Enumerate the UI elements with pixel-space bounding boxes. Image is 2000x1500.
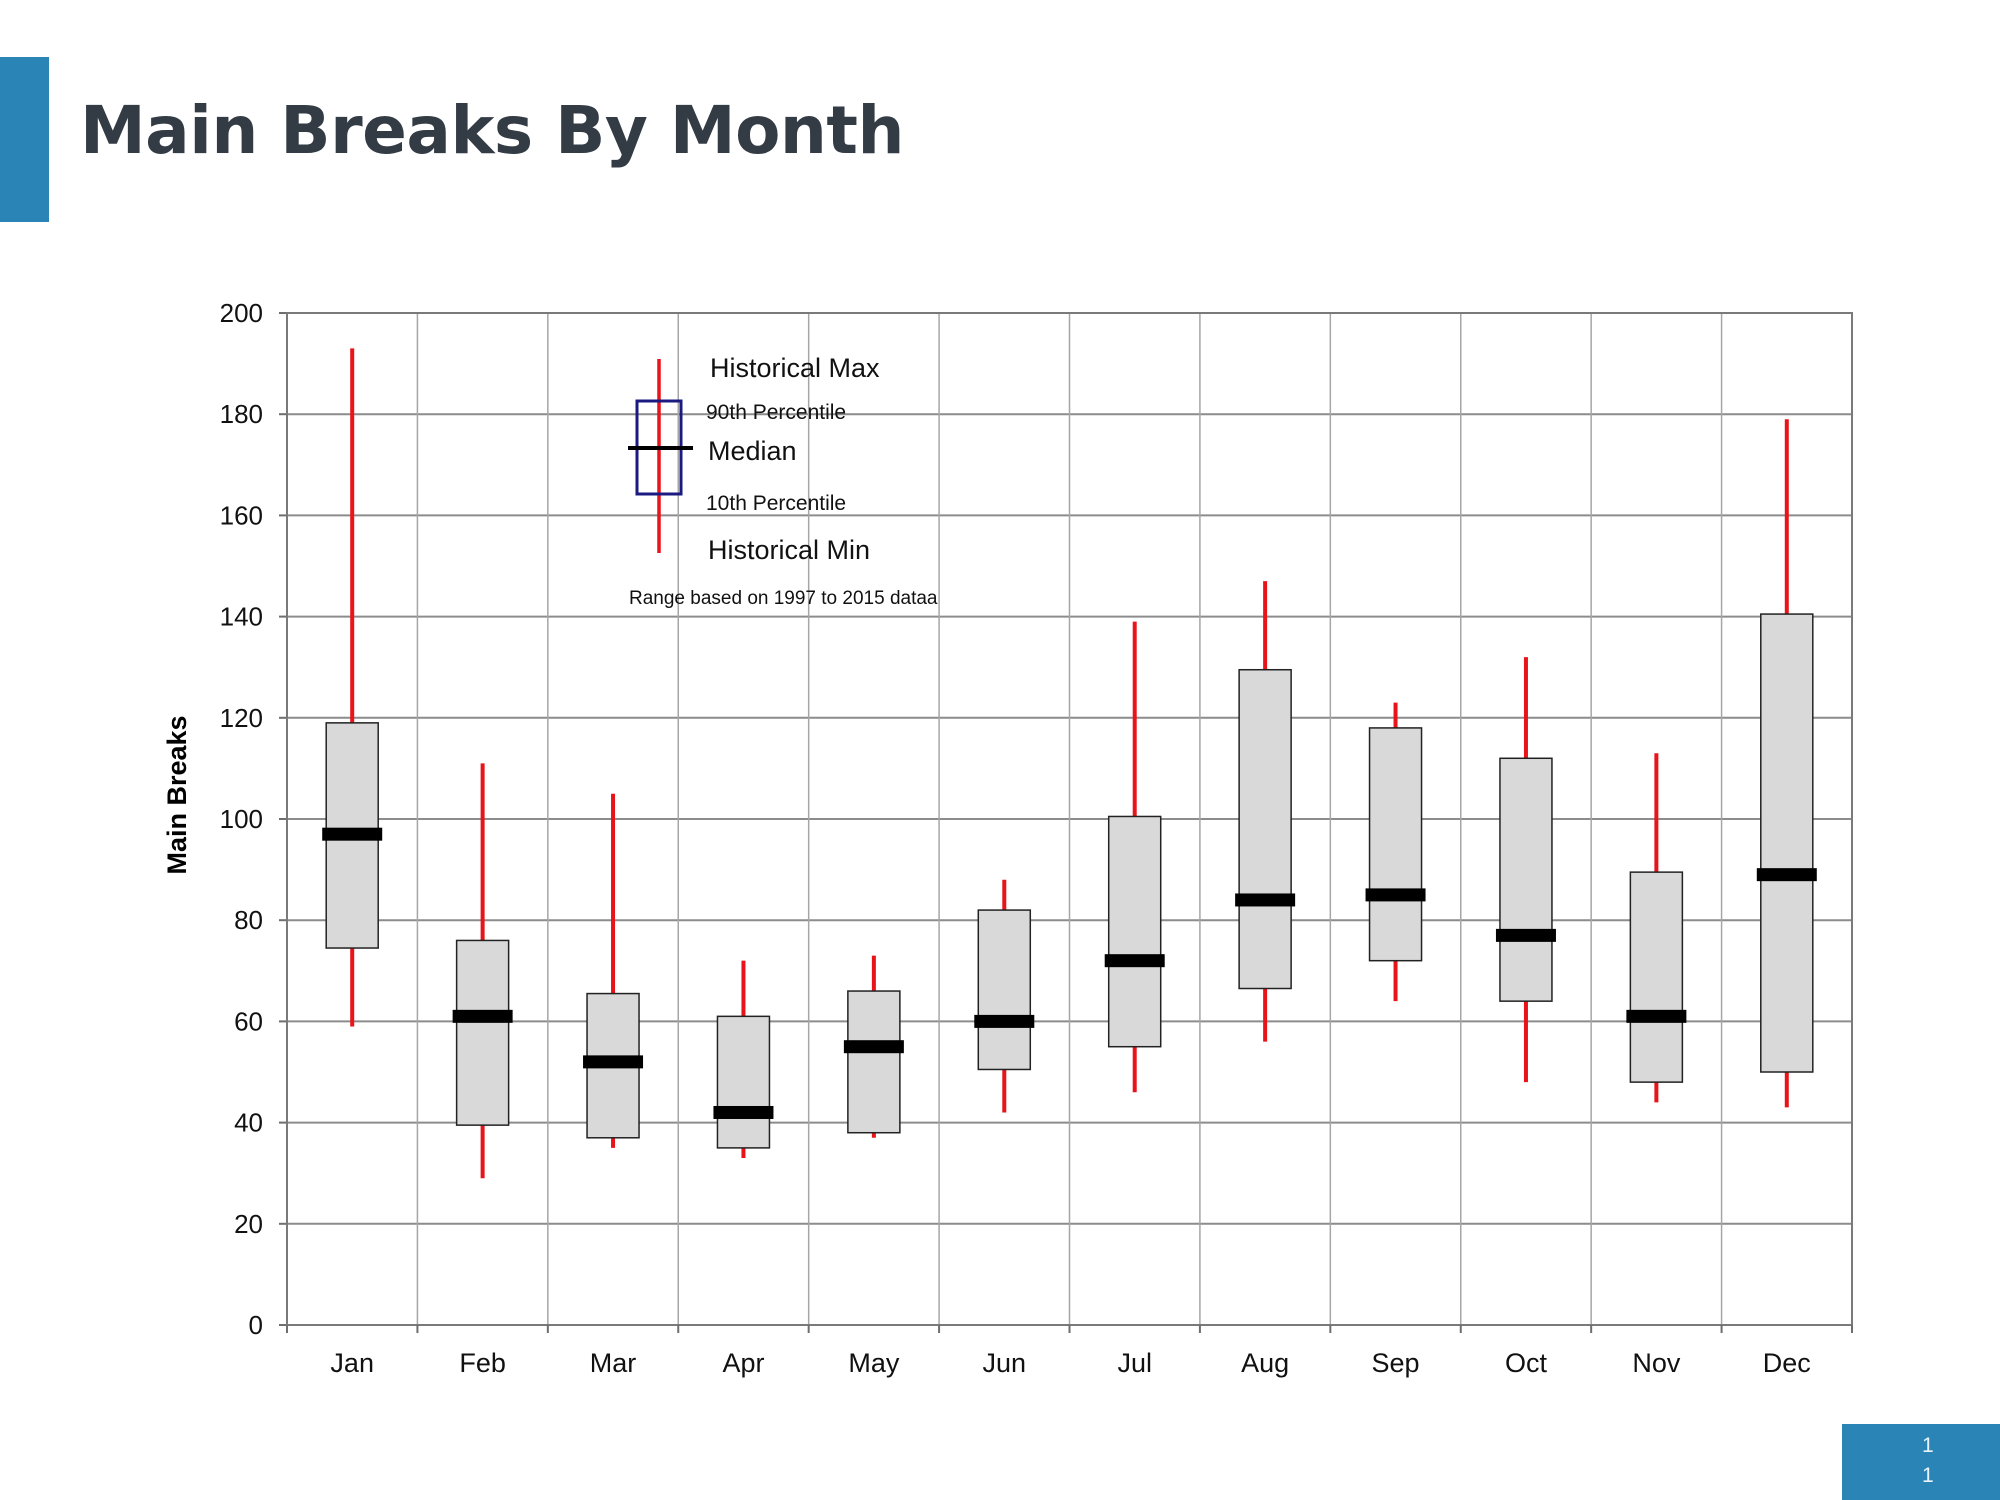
box-apr	[716, 1015, 771, 1149]
legend-label-p90: 90th Percentile	[706, 401, 846, 424]
box-nov	[1629, 871, 1684, 1083]
y-tick-label-100: 100	[220, 804, 263, 834]
box-jun	[977, 909, 1032, 1071]
x-tick-label-mar: Mar	[590, 1348, 637, 1378]
median-sep	[1365, 888, 1426, 902]
page-number-line-2: 1	[1922, 1464, 1934, 1487]
median-aug	[1235, 893, 1296, 907]
y-axis-label: Main Breaks	[162, 715, 192, 874]
legend-label-median: Median	[708, 436, 797, 466]
y-tick-label-160: 160	[220, 500, 263, 530]
median-nov	[1626, 1009, 1687, 1023]
boxes	[322, 348, 1817, 1179]
box-feb	[455, 939, 510, 1126]
median-feb	[452, 1009, 513, 1023]
y-tick-label-40: 40	[234, 1108, 263, 1138]
legend: Historical Max 90th Percentile Median 10th …	[628, 353, 938, 609]
x-tick-label-oct: Oct	[1505, 1348, 1548, 1378]
x-tick-label-feb: Feb	[459, 1348, 506, 1378]
x-tick-label-jul: Jul	[1117, 1348, 1152, 1378]
median-oct	[1495, 928, 1556, 942]
legend-note: Range based on 1997 to 2015 dataa	[629, 588, 938, 609]
legend-label-min: Historical Min	[708, 535, 870, 565]
median-jun	[974, 1014, 1035, 1028]
y-tick-label-140: 140	[220, 602, 263, 632]
accent-bar	[0, 57, 49, 222]
box-oct	[1499, 757, 1553, 1002]
legend-label-max: Historical Max	[710, 353, 880, 383]
x-tick-label-jan: Jan	[330, 1348, 374, 1378]
page-number-box: 1 1	[1842, 1424, 2000, 1500]
x-tick-label-may: May	[848, 1348, 900, 1378]
median-jan	[322, 827, 383, 841]
box-dec	[1760, 613, 1814, 1073]
median-apr	[713, 1105, 774, 1119]
y-tick-label-0: 0	[249, 1310, 263, 1340]
y-tick-label-120: 120	[220, 703, 263, 733]
x-tick-label-dec: Dec	[1763, 1348, 1811, 1378]
x-tick-label-apr: Apr	[722, 1348, 764, 1378]
y-tick-label-200: 200	[220, 298, 263, 328]
x-tick-label-jun: Jun	[983, 1348, 1027, 1378]
box-may	[847, 990, 901, 1134]
box-jul	[1107, 815, 1162, 1048]
box-aug	[1238, 668, 1292, 990]
box-sep	[1368, 727, 1423, 962]
y-tick-label-60: 60	[234, 1006, 263, 1036]
legend-label-p10: 10th Percentile	[706, 492, 846, 515]
page-number-line-1: 1	[1922, 1434, 1934, 1457]
y-tick-label-20: 20	[234, 1209, 263, 1239]
x-tick-label-sep: Sep	[1372, 1348, 1420, 1378]
median-may	[843, 1040, 904, 1054]
x-tick-label-aug: Aug	[1241, 1348, 1289, 1378]
x-tick-label-nov: Nov	[1632, 1348, 1681, 1378]
y-tick-label-80: 80	[234, 905, 263, 935]
slide-title: Main Breaks By Month	[80, 92, 904, 169]
y-tick-label-180: 180	[220, 399, 263, 429]
gridlines	[287, 312, 1852, 1326]
axes: 0 20 40 60 80 100 120 140 160 180 200 Jan Feb Mar Apr M…	[220, 298, 1853, 1378]
median-dec	[1756, 868, 1817, 882]
median-jul	[1104, 954, 1165, 968]
median-mar	[583, 1055, 644, 1069]
